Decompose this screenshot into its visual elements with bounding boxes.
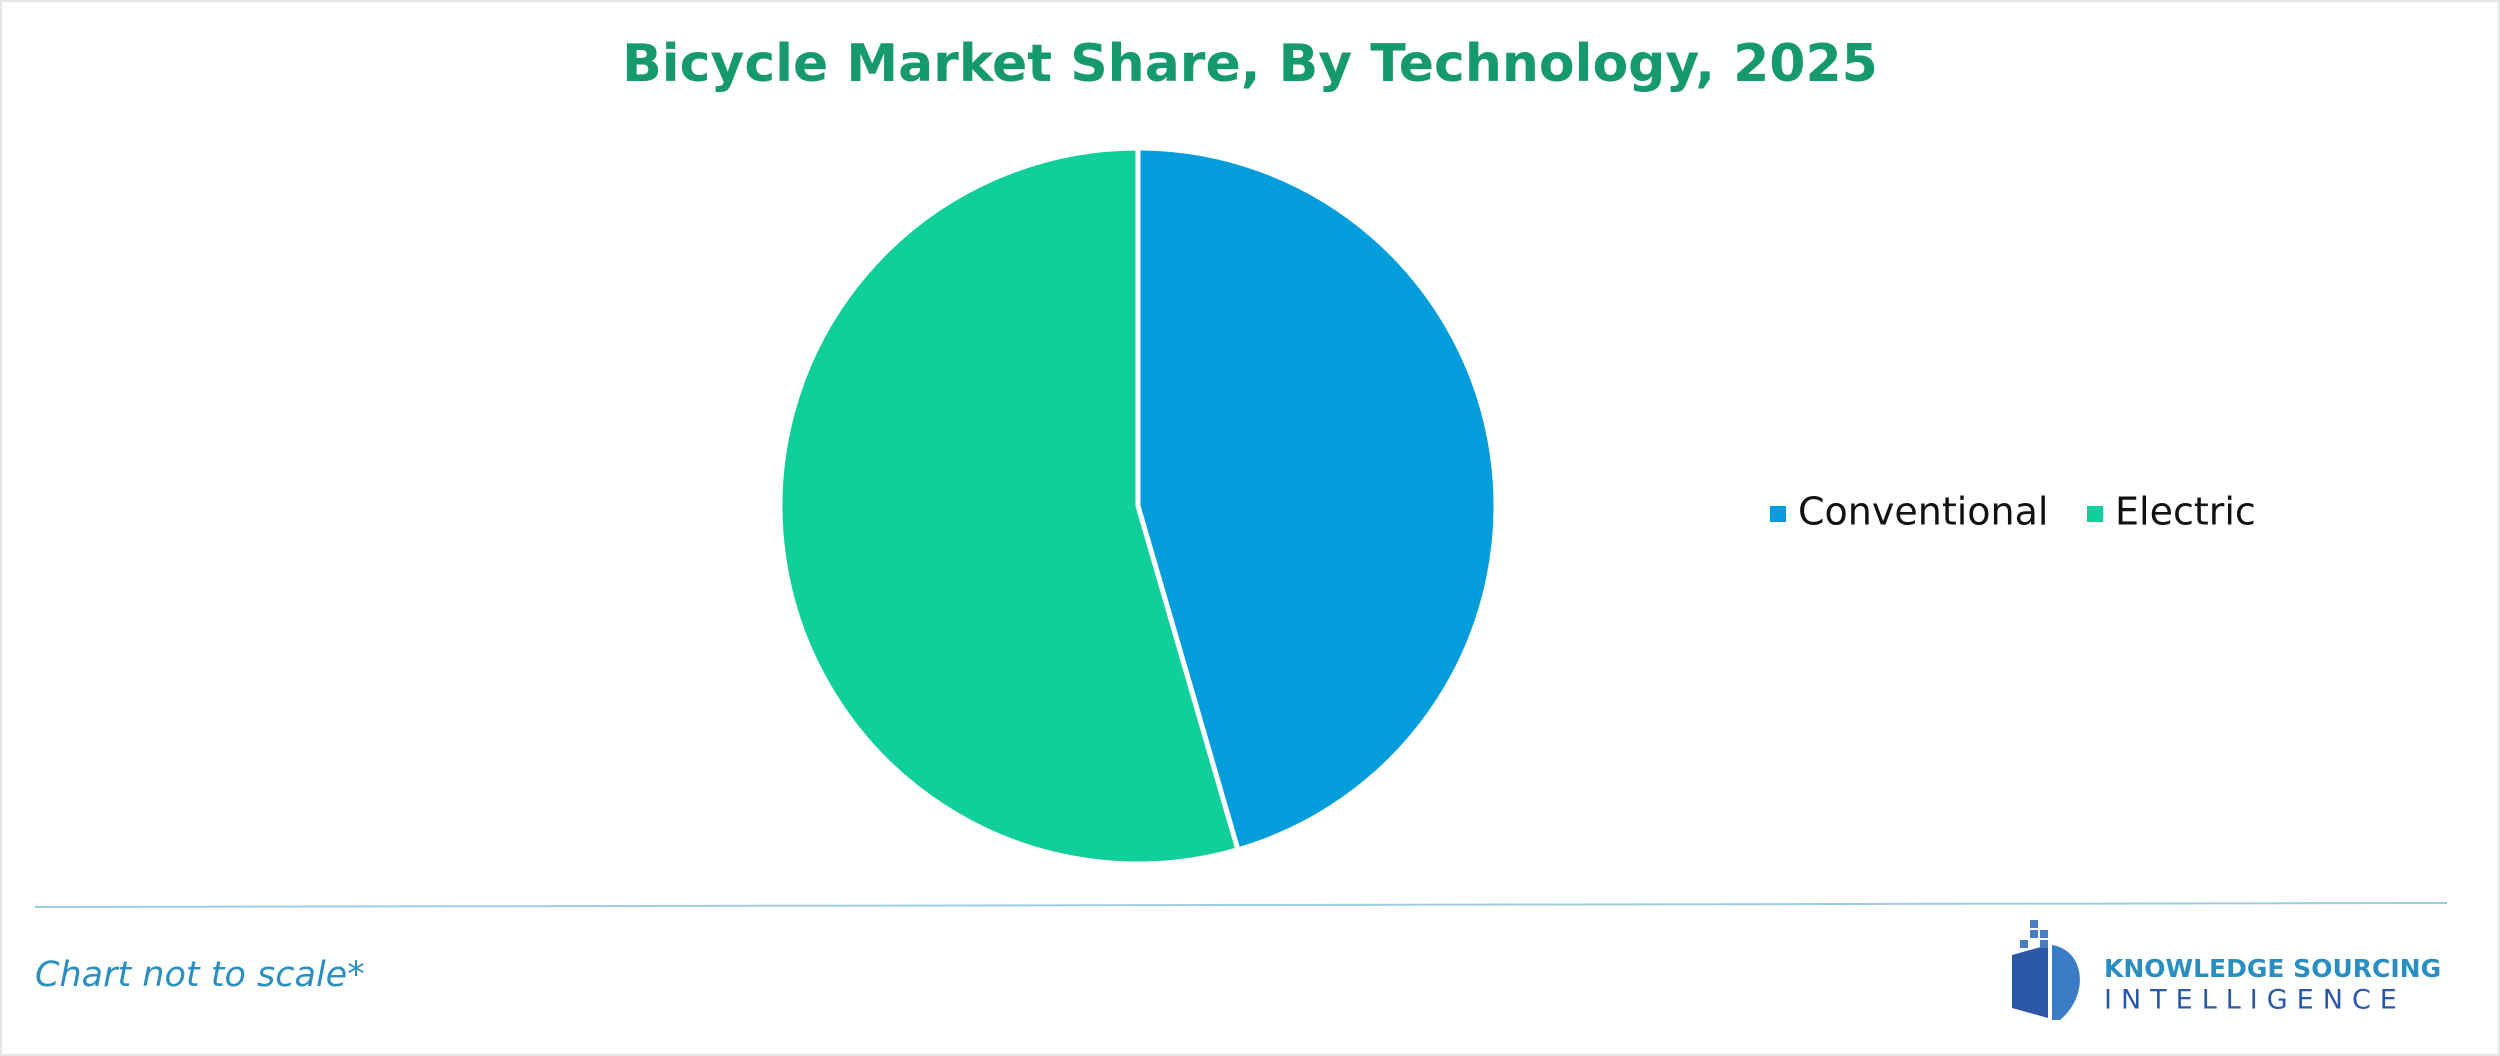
logo-icon xyxy=(2012,945,2048,1018)
legend-label: Electric xyxy=(2115,490,2256,534)
logo-text: INTELLIGENCE xyxy=(2104,985,2406,1016)
logo: KNOWLEDGE SOURCING INTELLIGENCE xyxy=(2012,920,2441,1020)
divider xyxy=(34,902,2448,908)
logo-icon xyxy=(2020,920,2048,948)
legend-swatch xyxy=(2087,506,2103,522)
footnote: Chart not to scale* xyxy=(35,955,365,995)
pie-slice xyxy=(1135,145,1499,853)
pie-slice xyxy=(777,145,1241,867)
chart-title: Bicycle Market Share, By Technology, 202… xyxy=(622,34,1878,94)
legend-label: Conventional xyxy=(1798,490,2048,534)
logo-text: KNOWLEDGE SOURCING xyxy=(2104,954,2441,983)
logo-icon xyxy=(2052,945,2080,1020)
legend-swatch xyxy=(1770,506,1786,522)
